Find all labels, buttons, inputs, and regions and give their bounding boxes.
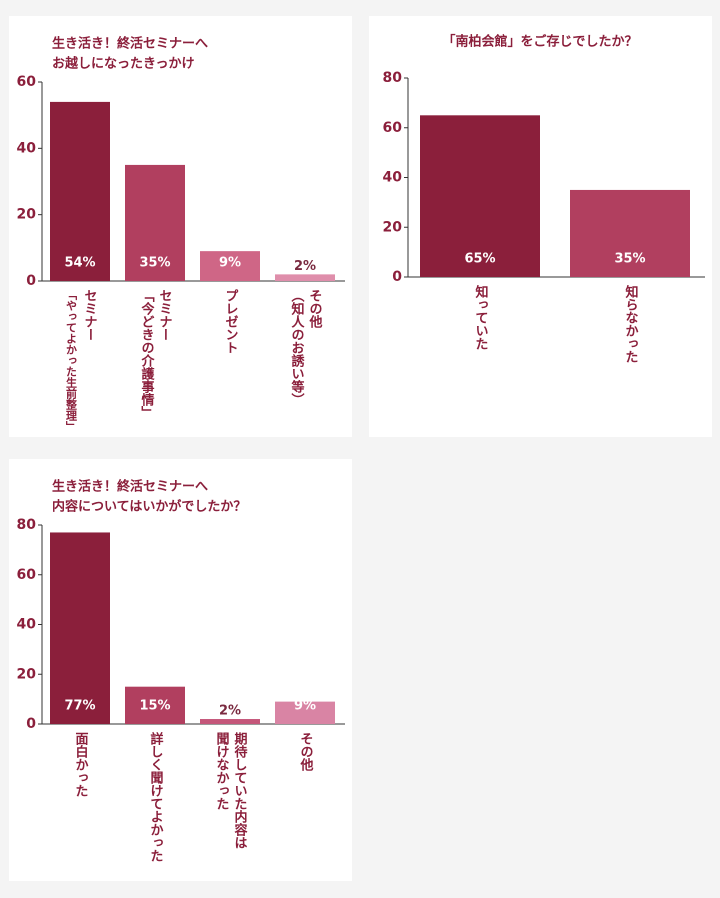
x-tick-label: 知らなかった xyxy=(623,284,639,363)
x-tick-label: 「やってよかった生前整理」 xyxy=(65,289,79,432)
value-label: 35% xyxy=(614,252,645,267)
bar xyxy=(50,101,110,282)
bar xyxy=(200,251,260,281)
bar xyxy=(275,274,335,281)
chart-title: 生き活き！終活セミナーへ xyxy=(52,36,208,52)
value-label: 77% xyxy=(64,699,95,714)
y-tick-label: 20 xyxy=(17,207,37,223)
value-label: 54% xyxy=(64,256,95,271)
chart-title: 内容についてはいかがでしたか？ xyxy=(52,499,246,515)
bar xyxy=(125,164,185,281)
y-tick-label: 40 xyxy=(17,617,37,633)
value-label: 2% xyxy=(219,704,241,719)
y-tick-label: 80 xyxy=(383,70,403,86)
y-tick-label: 20 xyxy=(383,219,403,235)
x-tick-label: その他 xyxy=(298,732,315,772)
value-label: 9% xyxy=(294,699,316,714)
x-tick-label: （知人のお誘い等） xyxy=(289,289,306,406)
x-tick-label: 知っていた xyxy=(473,284,489,350)
chart-title: 「南柏会館」をご存じでしたか？ xyxy=(442,34,637,50)
y-tick-label: 40 xyxy=(383,170,403,186)
y-tick-label: 0 xyxy=(26,273,36,289)
bar xyxy=(275,701,335,724)
y-tick-label: 20 xyxy=(17,666,37,682)
y-tick-label: 60 xyxy=(383,120,403,136)
y-tick-label: 60 xyxy=(17,567,37,583)
y-tick-label: 60 xyxy=(17,74,37,90)
bar xyxy=(50,532,110,724)
chart-title: お越しになったきっかけ xyxy=(52,56,194,72)
x-tick-label: 詳しく聞けてよかった xyxy=(148,731,164,862)
x-tick-label: 「今どきの介護事情」 xyxy=(139,289,156,419)
x-tick-label: プレゼント xyxy=(223,289,239,354)
y-tick-label: 0 xyxy=(26,716,36,732)
bar xyxy=(570,189,690,277)
bar xyxy=(200,719,260,724)
x-tick-label: セミナー xyxy=(157,289,173,341)
x-tick-label: 期待していた内容は xyxy=(232,732,249,849)
bar xyxy=(420,115,540,277)
y-tick-label: 80 xyxy=(17,517,37,533)
y-tick-label: 40 xyxy=(17,140,37,156)
value-label: 35% xyxy=(139,256,170,271)
x-tick-label: 聞けなかった xyxy=(214,732,230,810)
value-label: 9% xyxy=(219,256,241,271)
x-tick-label: セミナー xyxy=(82,289,98,341)
x-tick-label: その他 xyxy=(307,289,324,329)
y-tick-label: 0 xyxy=(392,269,402,285)
value-label: 15% xyxy=(139,699,170,714)
chart-title: 生き活き！終活セミナーへ xyxy=(52,479,208,495)
x-tick-label: 面白かった xyxy=(73,732,89,797)
value-label: 65% xyxy=(464,252,495,267)
value-label: 2% xyxy=(294,259,316,274)
bar xyxy=(125,686,185,724)
